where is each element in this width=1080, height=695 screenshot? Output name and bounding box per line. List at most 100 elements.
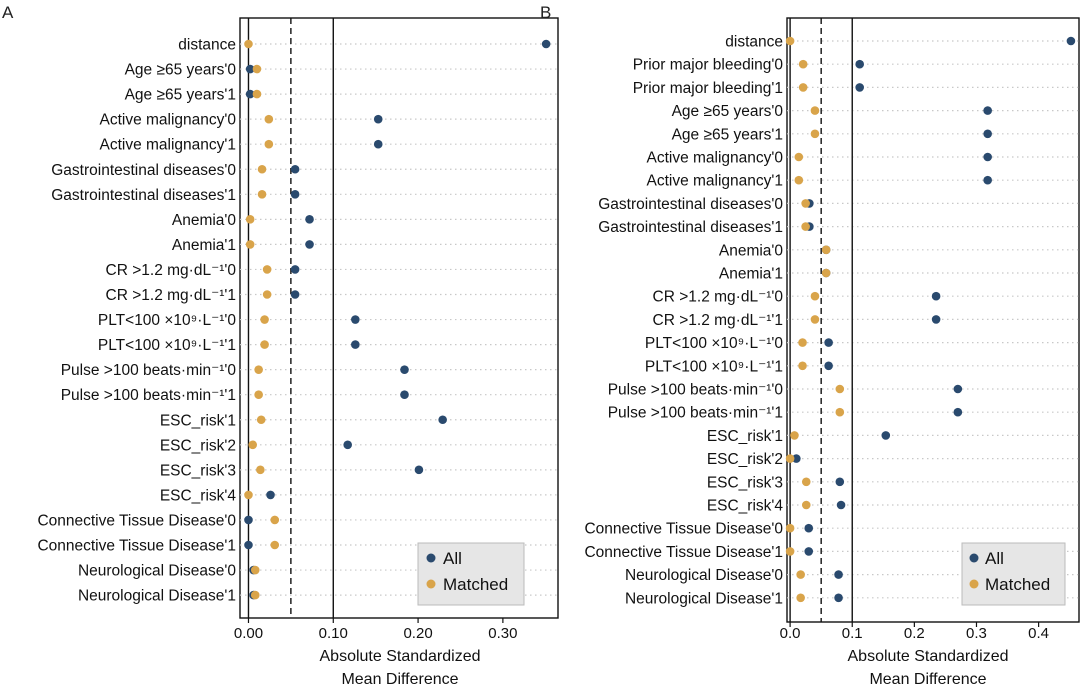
panel-b-points-matched: [785, 36, 845, 603]
panel-b-x-ticks: 0.0 0.1 0.2 0.3 0.4: [780, 622, 1049, 642]
panel-b-point-matched: [835, 384, 845, 394]
panel-b-legend-all-marker: [969, 553, 979, 563]
panel-a-row-label: Neurological Disease'1: [78, 588, 236, 605]
panel-a-tick-label: 0.20: [403, 625, 432, 642]
panel-b-legend-matched-marker: [969, 579, 979, 589]
panel-a-legend-matched-label: Matched: [443, 575, 508, 594]
panel-a-legend: All Matched: [417, 542, 525, 606]
panel-a-point-all: [244, 515, 253, 525]
panel-a-point-all: [305, 240, 314, 249]
panel-b-point-matched: [801, 477, 811, 487]
panel-b-point-all: [983, 152, 992, 162]
panel-a-point-matched: [257, 190, 267, 199]
panel-a-point-matched: [260, 340, 269, 349]
panel-b-point-matched: [810, 291, 820, 301]
panel-a-row-label: Active malignancy'1: [100, 137, 237, 154]
panel-a-tick-label: 0.10: [319, 625, 348, 642]
panel-b-tick-label: 0.0: [780, 625, 801, 642]
panel-b-row-label: ESC_risk'2: [707, 451, 783, 468]
panel-b-row-label: Active malignancy'1: [647, 173, 784, 190]
panel-b-point-matched: [796, 593, 805, 603]
panel-b-row-label: Pulse >100 beats·min⁻¹'1: [608, 405, 783, 422]
panel-a-row-label: ESC_risk'2: [160, 437, 236, 454]
panel-b-point-matched: [798, 361, 807, 371]
panel-b-point-all: [824, 338, 833, 347]
panel-a-point-matched: [262, 265, 272, 274]
panel-b-point-matched: [810, 315, 820, 324]
panel-a: A distance Age ≥65 years'0 Age ≥65 years'1…: [2, 3, 559, 688]
panel-a-point-matched: [262, 290, 272, 299]
panel-a-point-matched: [254, 365, 263, 374]
panel-b-point-all: [1066, 36, 1076, 46]
panel-a-row-label: Active malignancy'0: [100, 112, 237, 129]
panel-a-point-matched: [250, 590, 260, 600]
panel-b-row-label: CR >1.2 mg·dL⁻¹'0: [653, 289, 784, 306]
panel-a-point-all: [245, 89, 255, 99]
panel-b-letter: B: [540, 3, 551, 22]
panel-a-row-label: Age ≥65 years'1: [125, 87, 236, 104]
panel-b-row-label: distance: [725, 34, 783, 51]
panel-a-row-label: PLT<100 ×10⁹·L⁻¹'1: [98, 337, 236, 354]
panel-a-point-all: [266, 490, 275, 500]
panel-a-x-ticks: 0.00 0.10 0.20 0.30: [234, 618, 517, 642]
panel-b-point-all: [792, 454, 801, 463]
panel-a-point-all: [290, 290, 300, 299]
panel-b-point-matched: [835, 407, 845, 417]
panel-a-row-label: PLT<100 ×10⁹·L⁻¹'0: [98, 312, 237, 329]
panel-b-row-label: Neurological Disease'1: [625, 590, 783, 607]
panel-b: B distance Prior major bleeding'0 Prior ma…: [540, 3, 1080, 688]
panel-b-tick-label: 0.4: [1028, 625, 1049, 642]
panel-a-legend-box: [417, 542, 525, 606]
panel-a-points-all: [244, 39, 551, 600]
panel-b-point-all: [824, 361, 833, 371]
panel-b-row-label: Gastrointestinal diseases'0: [598, 196, 783, 213]
panel-b-legend-box: [961, 542, 1066, 606]
panel-b-point-all: [855, 83, 864, 92]
panel-a-point-matched: [264, 139, 274, 149]
panel-b-reference-lines: [789, 18, 853, 622]
panel-b-legend: All Matched: [961, 542, 1066, 606]
panel-b-point-matched: [798, 338, 807, 347]
panel-b-point-all: [834, 593, 843, 603]
panel-b-point-all: [835, 477, 845, 487]
panel-a-row-label: Gastrointestinal diseases'0: [51, 162, 236, 179]
panel-b-row-label: Pulse >100 beats·min⁻¹'0: [608, 382, 784, 399]
panel-a-points-matched: [244, 39, 280, 600]
panel-a-row-label: CR >1.2 mg·dL⁻¹'1: [106, 287, 236, 304]
panel-b-point-all: [855, 59, 864, 69]
panel-a-point-matched: [252, 89, 262, 99]
panel-b-point-matched: [798, 59, 808, 69]
panel-a-point-all: [400, 390, 409, 400]
panel-a-point-all: [343, 440, 352, 450]
panel-a-point-matched: [245, 240, 255, 249]
panel-a-legend-matched-marker: [426, 579, 436, 589]
panel-b-row-label: Connective Tissue Disease'1: [584, 544, 783, 561]
panel-a-row-label: CR >1.2 mg·dL⁻¹'0: [106, 262, 237, 279]
panel-a-tick-label: 0.00: [234, 625, 263, 642]
panel-b-point-matched: [801, 222, 810, 231]
panel-b-row-label: Connective Tissue Disease'0: [584, 521, 783, 538]
panel-b-point-all: [834, 570, 843, 579]
panel-a-row-label: Connective Tissue Disease'1: [37, 538, 236, 555]
panel-a-point-matched: [264, 114, 274, 124]
panel-b-point-matched: [796, 570, 805, 579]
panel-a-point-all: [373, 139, 383, 149]
panel-a-legend-all-marker: [426, 553, 436, 563]
panel-a-point-all: [305, 215, 314, 224]
panel-b-point-matched: [810, 129, 820, 139]
panel-a-point-all: [541, 39, 551, 49]
panel-b-point-matched: [801, 500, 811, 510]
panel-b-point-all: [931, 291, 941, 301]
panel-b-point-matched: [794, 175, 804, 185]
panel-b-point-matched: [794, 152, 804, 162]
panel-b-point-matched: [790, 431, 799, 440]
panel-b-tick-label: 0.1: [842, 625, 863, 642]
panel-a-point-matched: [248, 440, 258, 450]
panel-b-point-matched: [785, 36, 795, 46]
panel-a-point-matched: [252, 64, 262, 74]
panel-b-row-label: Age ≥65 years'0: [672, 103, 784, 120]
panel-a-point-all: [244, 540, 253, 550]
panel-b-point-matched: [810, 106, 820, 115]
panel-b-point-all: [804, 547, 814, 556]
